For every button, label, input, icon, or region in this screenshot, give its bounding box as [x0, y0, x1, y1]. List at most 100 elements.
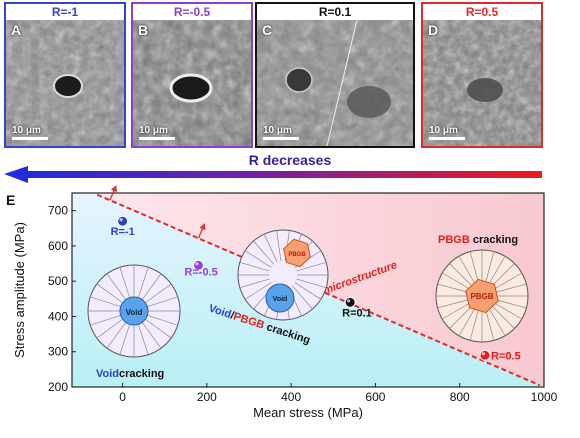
void-cracking-label: Voidcracking [96, 368, 164, 380]
y-axis-label: Stress amplitude (MPa) [12, 222, 27, 358]
grain-line [449, 306, 472, 329]
panel-letter: C [262, 22, 273, 38]
micrograph-panel-a: R=-1 A 10 μm [4, 2, 126, 148]
y-tick-label: 400 [48, 309, 68, 323]
data-point-label: R=-0.5 [184, 266, 217, 278]
r-decreases-arrow [4, 166, 542, 183]
y-tick-label: 300 [48, 345, 68, 359]
data-point-label: R=0.1 [342, 307, 372, 319]
grain-line [145, 283, 172, 304]
micrograph-image [133, 20, 251, 146]
grain-line [244, 282, 272, 300]
data-point-highlight [119, 218, 123, 222]
scale-bar: 10 μm [263, 125, 299, 140]
micrograph-panel-c: R=0.1 C 10 μm [255, 2, 415, 148]
stress-chart: E 0 200 400 600 800 1000 200 300 400 500 600 700 Mea… [6, 185, 558, 420]
pbgb-cracking-diagram: PBGB [435, 249, 529, 343]
grain-line [137, 267, 149, 298]
scale-label: 10 μm [429, 125, 458, 136]
grain-line [458, 255, 475, 284]
panel-letter: D [428, 22, 439, 38]
scale-bar: 10 μm [429, 125, 465, 140]
grain-line [296, 278, 327, 289]
grain-line [96, 283, 123, 304]
void-circle [265, 283, 295, 313]
grain-line [239, 278, 270, 289]
panel-letter: B [138, 22, 149, 38]
y-tick-label: 500 [48, 274, 68, 288]
data-point [479, 349, 491, 361]
grain-line [449, 263, 472, 286]
micrograph-image [423, 20, 541, 146]
pbgb-hexagon [283, 238, 311, 268]
mixed-cracking-diagram: PBGB Void [237, 229, 329, 321]
micrograph-image [257, 20, 413, 146]
grain-line [239, 261, 270, 272]
x-axis-label: Mean stress (MPa) [253, 405, 363, 420]
micrograph-image [6, 20, 124, 146]
grain-line [145, 318, 172, 339]
grain-line [492, 263, 515, 286]
grain-line [90, 314, 121, 326]
panel-title: R=0.1 [257, 4, 413, 20]
grain-line [106, 273, 127, 300]
grain-line [291, 285, 313, 310]
x-tick-label: 800 [450, 390, 470, 404]
boundary-arrow [197, 223, 206, 239]
grain-line [96, 318, 123, 339]
micrograph-panel-d: R=0.5 D 10 μm [421, 2, 543, 148]
grain-line [437, 283, 468, 293]
grain-line [294, 282, 322, 300]
grain-line [469, 251, 479, 282]
void-label: Void [273, 296, 288, 303]
plot-frame [71, 192, 545, 388]
grain-line [469, 310, 479, 341]
void-cracking-diagram: Void [87, 264, 181, 358]
grain-line [141, 273, 162, 300]
grain-line [147, 296, 178, 308]
grain-line [253, 240, 275, 265]
grain-line [141, 322, 162, 349]
grain-line [276, 230, 282, 262]
scale-label: 10 μm [263, 125, 292, 136]
panel-title: R=-0.5 [133, 4, 251, 20]
grain-line [296, 261, 327, 272]
data-point [344, 296, 356, 308]
grain-line [458, 308, 475, 337]
x-tick-label: 0 [119, 390, 126, 404]
r-decreases-label: R decreases [248, 152, 332, 168]
data-point [117, 215, 129, 227]
scale-label: 10 μm [12, 125, 41, 136]
grain-line [485, 310, 495, 341]
pbgb-label: PBGB [288, 252, 306, 258]
void-circle [119, 296, 149, 326]
pbgb-cracking-label: PBGB cracking [438, 234, 518, 246]
grain-line [485, 251, 495, 282]
grain-line [119, 267, 131, 298]
panel-letter-e: E [6, 192, 15, 208]
grain-line [494, 272, 523, 289]
boundary-arrow [109, 185, 117, 201]
grain-line [137, 324, 149, 355]
grain-line [496, 283, 527, 293]
grain-line [263, 233, 278, 263]
x-tick-label: 600 [365, 390, 385, 404]
data-point-highlight [347, 299, 351, 303]
grain-line [119, 324, 131, 355]
grain-line [489, 308, 506, 337]
micrograph-panel-b: R=-0.5 B 10 μm [131, 2, 253, 148]
grain-line [244, 250, 272, 268]
grain-line [106, 322, 127, 349]
scale-bar: 10 μm [12, 125, 48, 140]
y-tick-label: 200 [48, 380, 68, 394]
panel-title: R=0.5 [423, 4, 541, 20]
grain-line [441, 303, 470, 320]
grain-line [492, 306, 515, 329]
data-point-highlight [481, 352, 486, 356]
grain-line [494, 303, 523, 320]
grain-line [147, 314, 178, 326]
void-label: Void [126, 308, 143, 317]
y-tick-label: 700 [48, 204, 68, 218]
scale-bar: 10 μm [139, 125, 175, 140]
panel-letter: A [11, 22, 22, 38]
